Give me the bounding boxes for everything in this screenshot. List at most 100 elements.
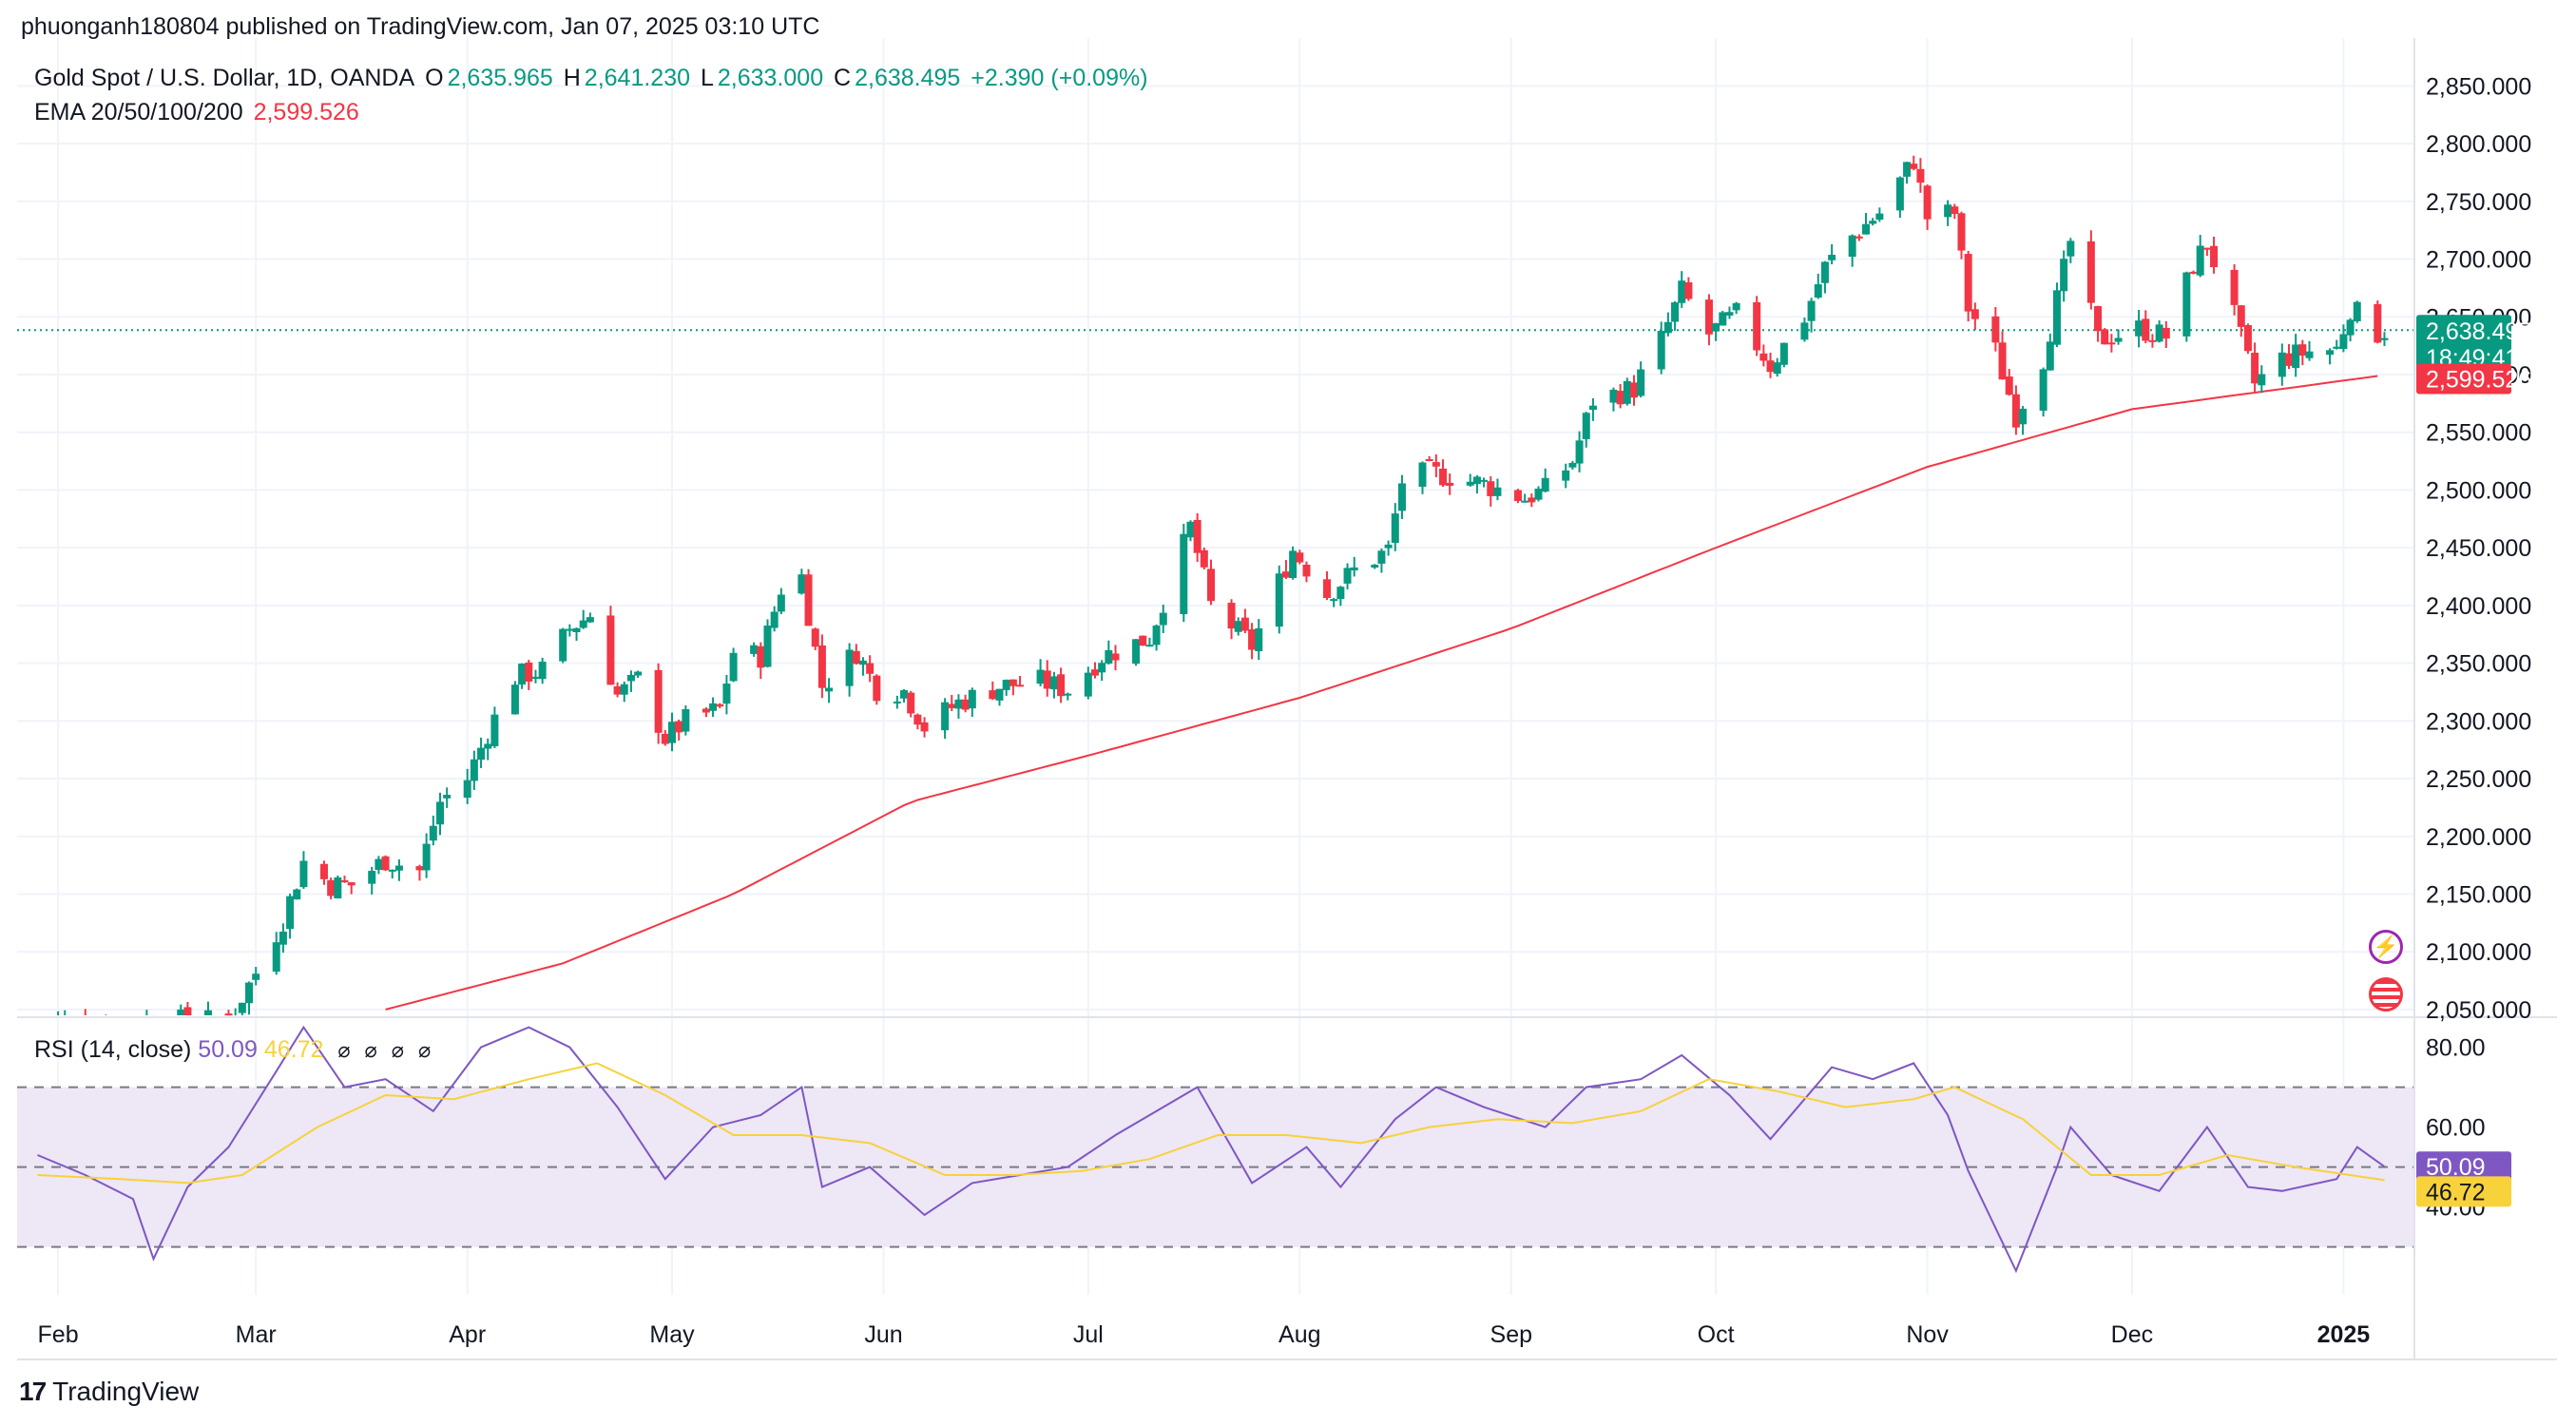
candle-body	[626, 674, 635, 682]
candle-body	[1275, 573, 1283, 627]
candle-body	[368, 871, 376, 884]
candle-body	[1480, 479, 1489, 482]
candle-body	[1397, 483, 1406, 511]
price-tick-label: 2,800.000	[2426, 131, 2531, 158]
price-tick-label: 2,100.000	[2426, 939, 2531, 966]
candle-body	[1487, 481, 1495, 496]
candle-body	[606, 615, 615, 685]
candle-body	[1145, 645, 1154, 647]
price-tick-label: 2,700.000	[2426, 247, 2531, 274]
candle-body	[510, 684, 519, 715]
candle-body	[1671, 302, 1680, 322]
candle-body	[1330, 599, 1338, 602]
candle-body	[920, 722, 929, 732]
candle-body	[2346, 319, 2355, 336]
candle-body	[1910, 164, 1918, 169]
candle-body	[1446, 482, 1454, 487]
candle-body	[1869, 221, 1877, 224]
candle-body	[811, 628, 819, 647]
candle-body	[1719, 312, 1727, 326]
eye-off-icon[interactable]: ⌀	[337, 1038, 351, 1062]
eye-off-icon[interactable]: ⌀	[391, 1038, 404, 1062]
candle-body	[2380, 337, 2389, 340]
candle-body	[1186, 521, 1195, 538]
candle-body	[1588, 405, 1597, 411]
candle-body	[2251, 353, 2259, 384]
close-value: 2,638.495	[855, 65, 961, 91]
candle-body	[2339, 334, 2348, 350]
candle-body	[252, 973, 260, 980]
candle-body	[893, 701, 901, 703]
candle-body	[852, 650, 860, 665]
price-tick-label: 2,400.000	[2426, 593, 2531, 620]
candle-body	[798, 574, 806, 594]
eye-off-icon[interactable]: ⌀	[364, 1038, 377, 1062]
candle-body	[2202, 247, 2211, 250]
candle-body	[804, 574, 813, 626]
time-tick-label: Nov	[1906, 1321, 1949, 1348]
candle-body	[224, 1013, 233, 1016]
candle-body	[2278, 352, 2286, 377]
candle-body	[203, 1010, 212, 1015]
candle-body	[961, 699, 970, 710]
publisher-line: phuonganh180804 published on TradingView…	[21, 13, 820, 40]
candle-body	[2060, 259, 2068, 292]
price-tick-label: 2,150.000	[2426, 881, 2531, 908]
candle-body	[709, 703, 718, 711]
candle-body	[866, 663, 875, 674]
candle-body	[484, 743, 492, 749]
price-tick-label: 2,500.000	[2426, 477, 2531, 504]
candle-body	[1725, 312, 1734, 316]
last-price-tag	[2416, 315, 2511, 369]
us-flag-icon[interactable]	[2369, 977, 2403, 1012]
candle-body	[1207, 568, 1215, 602]
candle-body	[388, 869, 396, 872]
time-tick-label: Dec	[2111, 1321, 2153, 1348]
candle-body	[1970, 309, 1979, 319]
candle-body	[1814, 284, 1822, 299]
candle-body	[620, 684, 628, 695]
ema-value: 2,599.526	[253, 99, 359, 125]
candle-body	[1043, 670, 1051, 689]
candle-body	[900, 689, 909, 699]
time-tick-label: Aug	[1278, 1321, 1320, 1348]
price-tick-label: 2,250.000	[2426, 766, 2531, 793]
candle-body	[1240, 617, 1249, 631]
ema-label: EMA 20/50/100/200	[34, 99, 243, 125]
candle-body	[1923, 185, 1932, 220]
candle-body	[989, 690, 997, 700]
candle-body	[286, 896, 295, 930]
candle-body	[675, 721, 683, 733]
candle-body	[1528, 497, 1536, 503]
candle-body	[1193, 519, 1201, 553]
candle-body	[1779, 342, 1788, 365]
candle-body	[2094, 306, 2103, 332]
candle-body	[2353, 301, 2361, 321]
candle-body	[572, 627, 581, 633]
candle-body	[1200, 549, 1208, 568]
candle-body	[1098, 663, 1106, 673]
candle-body	[415, 866, 424, 871]
candle-body	[1159, 612, 1167, 626]
candle-body	[1227, 603, 1236, 629]
price-tick-label: 2,850.000	[2426, 73, 2531, 100]
lightning-icon[interactable]: ⚡	[2369, 930, 2403, 964]
candle-body	[2243, 325, 2252, 352]
candle-body	[1773, 362, 1781, 375]
time-tick-label: Sep	[1490, 1321, 1532, 1348]
candle-body	[1623, 380, 1631, 404]
low-label: L	[700, 65, 714, 91]
rsi-lines	[37, 1025, 2386, 1274]
candle-body	[394, 865, 403, 871]
candle-body	[1336, 587, 1345, 600]
candle-body	[1903, 162, 1912, 177]
candle-body	[559, 628, 567, 662]
candle-body	[334, 877, 342, 899]
rsi-tick-label: 80.00	[2426, 1035, 2486, 1062]
eye-off-icon[interactable]: ⌀	[417, 1038, 432, 1062]
axes: 2,050.000 2,100.000 2,150.000 2,200.000 2,25…	[17, 38, 2557, 1360]
candle-body	[183, 1007, 192, 1015]
candle-body	[579, 620, 587, 628]
candle-body	[763, 626, 772, 667]
